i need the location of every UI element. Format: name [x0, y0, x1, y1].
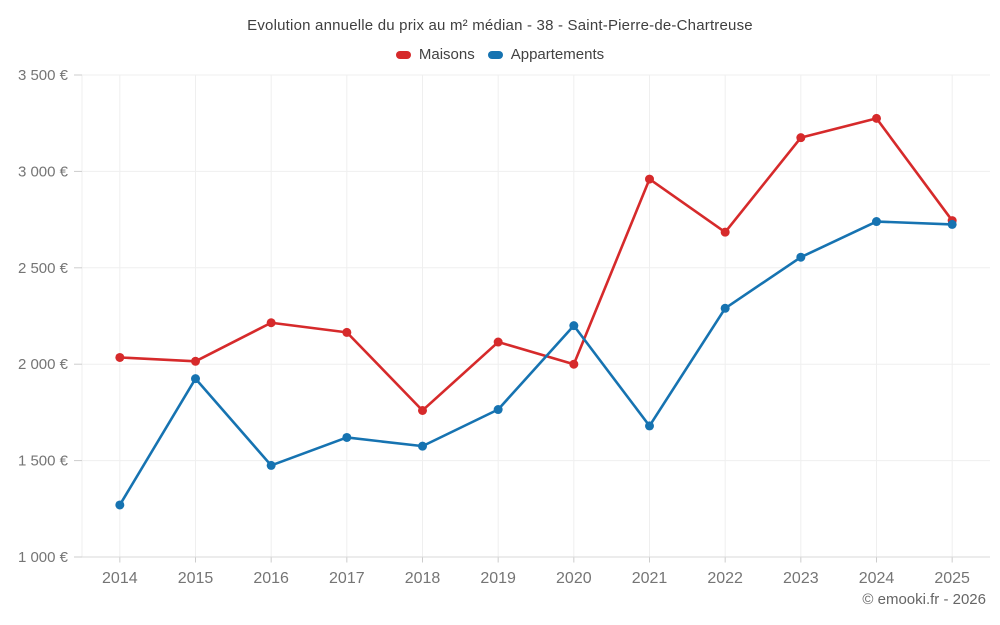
series-appartements-point-2014[interactable]: [115, 500, 125, 510]
x-tick-label-2018: 2018: [405, 570, 441, 587]
y-tick-label: 1 000 €: [18, 549, 69, 566]
series-appartements-point-2025[interactable]: [947, 219, 957, 229]
x-tick-label-2020: 2020: [556, 570, 592, 587]
series-appartements-point-2017[interactable]: [342, 432, 352, 442]
x-tick-label-2017: 2017: [329, 570, 365, 587]
x-tick-label-2019: 2019: [480, 570, 516, 587]
legend-item-appartements[interactable]: Appartements: [487, 46, 605, 63]
copyright-text: © emooki.fr - 2026: [862, 591, 986, 608]
x-tick-label-2022: 2022: [707, 570, 743, 587]
x-tick-label-2014: 2014: [102, 570, 138, 587]
series-appartements-point-2023[interactable]: [796, 252, 806, 262]
series-maisons-point-2019[interactable]: [493, 337, 503, 347]
x-tick-label-2016: 2016: [253, 570, 289, 587]
legend-label-maisons: Maisons: [418, 46, 475, 63]
legend-label-appartements: Appartements: [510, 46, 605, 63]
series-maisons-point-2022[interactable]: [720, 227, 730, 237]
x-tick-label-2015: 2015: [178, 570, 214, 587]
series-appartements-line: [118, 220, 954, 507]
series-maisons-point-2018[interactable]: [418, 405, 427, 415]
series-maisons-point-2016[interactable]: [266, 318, 276, 328]
series-maisons-point-2014[interactable]: [115, 352, 125, 362]
series-appartements-point-2021[interactable]: [645, 421, 654, 431]
series-maisons-line: [118, 117, 954, 412]
series-appartements-point-2024[interactable]: [872, 217, 881, 227]
y-tick-label: 3 000 €: [18, 163, 69, 180]
series-maisons-point-2024[interactable]: [872, 113, 881, 123]
y-tick-label: 3 500 €: [18, 67, 69, 84]
y-tick-label: 1 500 €: [18, 453, 69, 470]
series-appartements-point-2019[interactable]: [493, 405, 503, 415]
legend-item-maisons[interactable]: Maisons: [395, 46, 475, 63]
x-tick-label-2025: 2025: [934, 570, 970, 587]
x-tick-label-2024: 2024: [859, 570, 895, 587]
y-tick-label: 2 500 €: [18, 260, 69, 277]
series-appartements-point-2022[interactable]: [720, 303, 730, 313]
series-maisons-point-2017[interactable]: [342, 327, 352, 337]
chart-legend: Maisons Appartements: [0, 46, 1000, 63]
series-maisons-point-2023[interactable]: [796, 133, 806, 143]
series-maisons-point-2015[interactable]: [191, 356, 200, 366]
appartements-swatch-icon: [487, 50, 503, 59]
x-tick-label-2023: 2023: [783, 570, 819, 587]
series-maisons-point-2021[interactable]: [645, 174, 654, 184]
maisons-swatch-icon: [395, 50, 411, 59]
series-appartements-point-2015[interactable]: [191, 374, 200, 384]
chart-title: Evolution annuelle du prix au m² médian …: [247, 17, 753, 34]
y-tick-label: 2 000 €: [18, 356, 69, 373]
series-appartements-point-2018[interactable]: [418, 441, 427, 451]
series-appartements-point-2020[interactable]: [569, 321, 579, 331]
series-maisons-point-2020[interactable]: [569, 359, 579, 369]
x-tick-label-2021: 2021: [632, 570, 668, 587]
series-appartements-point-2016[interactable]: [266, 460, 276, 470]
